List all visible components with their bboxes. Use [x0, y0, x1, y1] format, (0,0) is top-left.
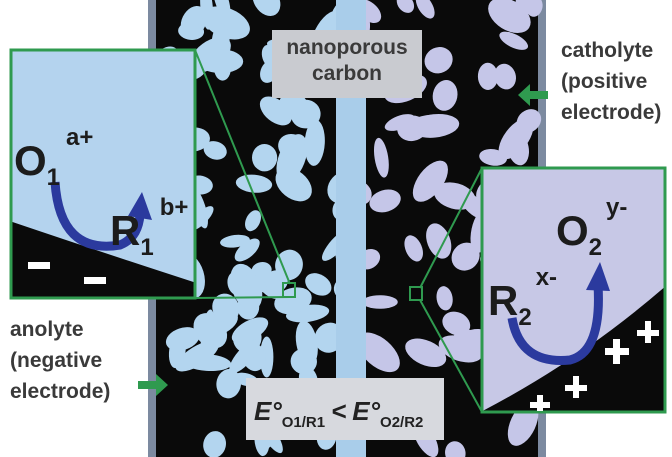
- minus-sign: [28, 262, 50, 269]
- catholyte-label: electrode): [561, 101, 661, 124]
- anolyte-label: electrode): [10, 380, 110, 403]
- catholyte-label: (positive: [561, 70, 647, 93]
- anolyte-label: (negative: [10, 349, 102, 372]
- zoom-line: [195, 297, 290, 298]
- diagram: nanoporous carbon O1a+ R1b+ R2x- O2y- ca…: [0, 0, 672, 457]
- center-label: nanoporous: [286, 36, 407, 59]
- minus-sign: [84, 277, 106, 284]
- anolyte-label: anolyte: [10, 318, 84, 341]
- catholyte-label: catholyte: [561, 39, 653, 62]
- carbon-particle: [362, 295, 398, 309]
- center-label: carbon: [312, 62, 382, 85]
